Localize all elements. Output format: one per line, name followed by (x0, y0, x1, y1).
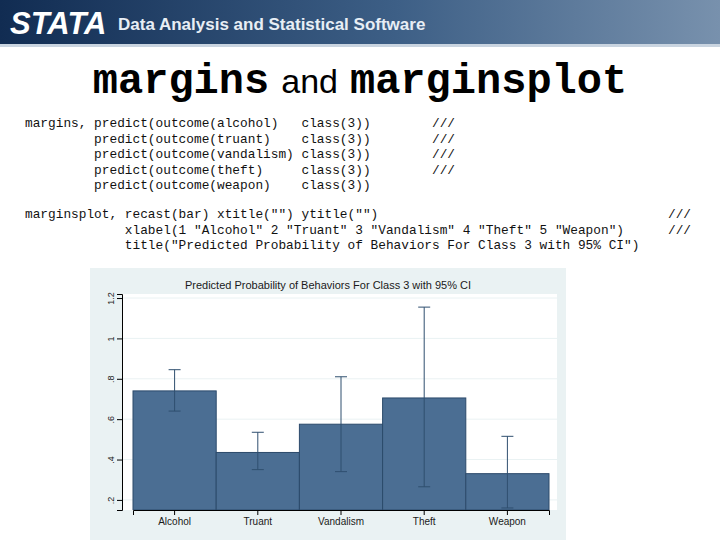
code-continuation: /// (432, 163, 455, 178)
error-bar-stem (257, 432, 258, 469)
code-line: title("Predicted Probability of Behavior… (25, 238, 639, 253)
y-tick-label: 1 (106, 336, 116, 341)
x-tick-mark (424, 510, 425, 515)
slide-title: margins and marginsplot (93, 58, 627, 106)
y-tick: .8 (106, 376, 122, 384)
error-bar-stem (174, 370, 175, 411)
header-rule (0, 44, 720, 47)
y-tick: .6 (106, 416, 122, 424)
code-continuation: /// (432, 147, 455, 162)
code-line: predict(outcome(truant) class(3)) (25, 132, 371, 147)
y-tick-label: .8 (106, 376, 116, 384)
error-bar-cap (501, 436, 513, 437)
error-bar-cap (418, 486, 430, 487)
tagline: Data Analysis and Statistical Software (118, 15, 425, 34)
x-tick: Alcohol (158, 510, 191, 527)
error-bar-stem (507, 436, 508, 508)
error-bar (335, 377, 347, 472)
y-tick-label: .2 (106, 497, 116, 505)
error-bar-cap (335, 471, 347, 472)
x-tick: Truant (244, 510, 273, 527)
plot-region (122, 294, 557, 510)
error-bar-stem (341, 377, 342, 472)
code-line: xlabel(1 "Alcohol" 2 "Truant" 3 "Vandali… (25, 223, 624, 238)
y-tick-mark (117, 298, 122, 299)
y-tick: .4 (106, 456, 122, 464)
y-tick: 1 (106, 336, 122, 341)
code-continuation: /// (668, 207, 691, 222)
x-tick: Weapon (489, 510, 526, 527)
code-line: predict(outcome(vandalism) class(3)) (25, 147, 371, 162)
error-bar-cap (252, 469, 264, 470)
x-tick-label: Alcohol (158, 516, 191, 527)
x-tick-mark (174, 510, 175, 515)
code-line: predict(outcome(weapon) class(3)) (25, 178, 371, 193)
x-tick-label: Weapon (489, 516, 526, 527)
code-line: predict(outcome(theft) class(3)) (25, 163, 371, 178)
x-tick-label: Truant (244, 516, 273, 527)
logo: STATA (10, 6, 106, 41)
code-line: margins, predict(outcome(alcohol) class(… (25, 116, 371, 131)
graph-region (90, 268, 566, 540)
error-bar-cap (501, 507, 513, 508)
code-line: marginsplot, recast(bar) xtitle("") ytit… (25, 207, 378, 222)
y-tick-label: .4 (106, 456, 116, 464)
code: margins, predict(outcome(alcohol) class(… (25, 116, 691, 253)
y-tick: 1.2 (106, 292, 122, 305)
y-axis-line (117, 295, 123, 511)
grid-line (122, 338, 557, 339)
code-continuation: /// (432, 132, 455, 147)
grid-line (122, 378, 557, 379)
error-bar-cap (418, 307, 430, 308)
x-tick: Theft (413, 510, 436, 527)
error-bar (169, 370, 181, 411)
title-part: and (281, 62, 338, 100)
y-tick-mark (117, 460, 122, 461)
x-tick-label: Vandalism (318, 516, 364, 527)
code-continuation: /// (668, 223, 691, 238)
error-bar-stem (424, 307, 425, 487)
error-bar-cap (252, 432, 264, 433)
error-bar-cap (169, 411, 181, 412)
x-tick-mark (507, 510, 508, 515)
x-tick-label: Theft (413, 516, 436, 527)
grid-line (122, 298, 557, 299)
y-tick-mark (117, 338, 122, 339)
error-bar (501, 436, 513, 508)
error-bar (252, 432, 264, 469)
header-band (0, 0, 720, 44)
marks (133, 307, 549, 510)
y-tick-mark (117, 419, 122, 420)
y-tick-label: .6 (106, 416, 116, 424)
title-part: marginsplot (350, 58, 627, 106)
chart: Predicted Probability of Behaviors For C… (90, 268, 566, 540)
x-tick: Vandalism (318, 510, 364, 527)
chart-title: Predicted Probability of Behaviors For C… (185, 279, 471, 291)
x-tick-mark (341, 510, 342, 515)
error-bar (418, 307, 430, 487)
y-tick-mark (117, 379, 122, 380)
y-axis: .2 .4 .6 .8 1 1.2 (106, 292, 123, 510)
error-bar-cap (335, 376, 347, 377)
error-bar-cap (169, 369, 181, 370)
y-tick: .2 (106, 497, 122, 505)
x-axis-line (134, 511, 550, 516)
code-continuation: /// (432, 116, 455, 131)
title-part: margins (93, 58, 269, 106)
x-tick-mark (257, 510, 258, 515)
x-axis: Alcohol Truant Vandalism Theft Weapon (134, 510, 550, 527)
y-tick-label: 1.2 (106, 292, 116, 305)
y-tick-mark (117, 500, 122, 501)
slide: STATA Data Analysis and Statistical Softw… (0, 0, 720, 540)
